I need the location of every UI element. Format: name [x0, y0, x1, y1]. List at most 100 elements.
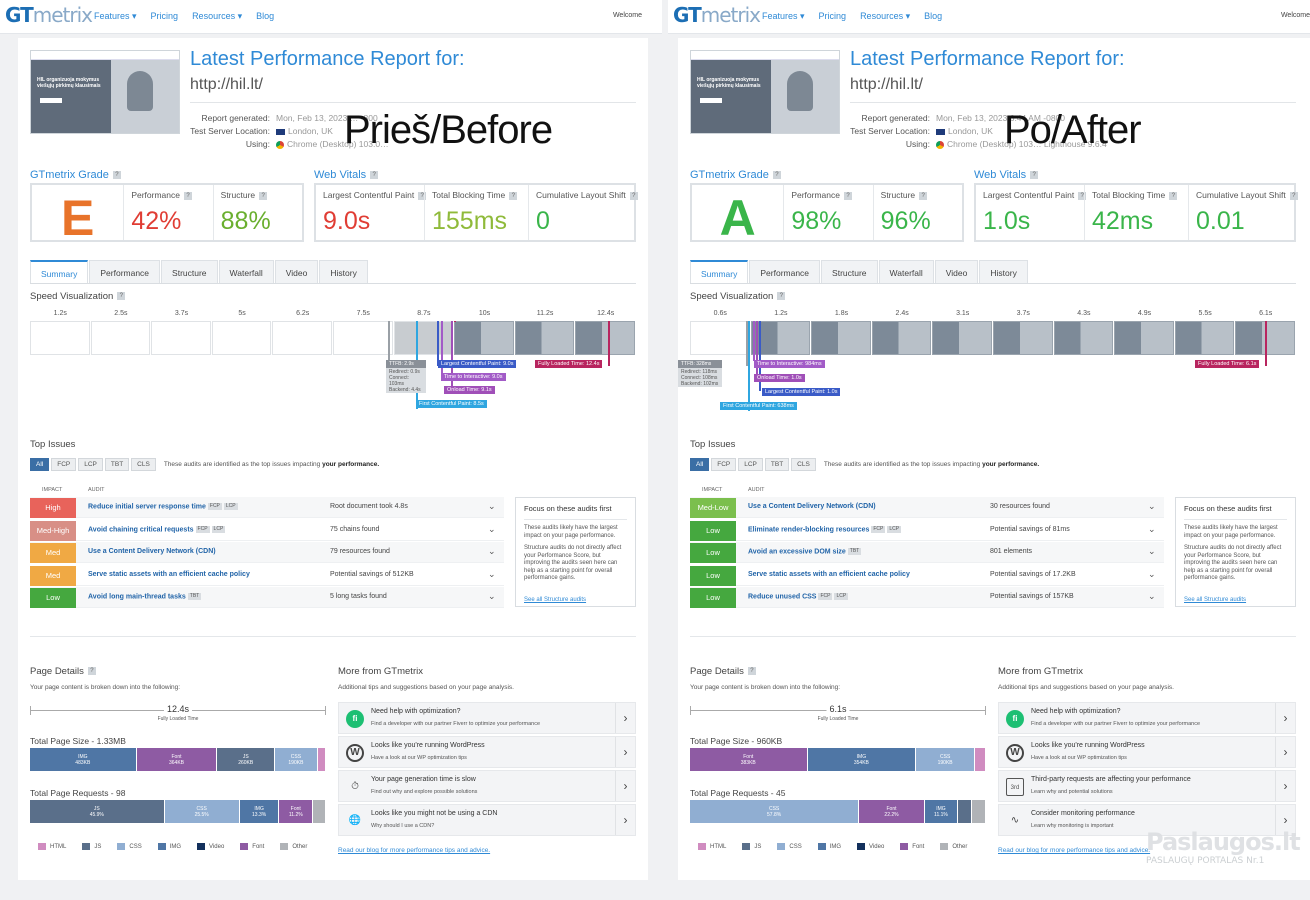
gtmetrix-logo[interactable]: GTmetrix: [5, 3, 93, 27]
tab-video[interactable]: Video: [934, 260, 979, 283]
filter-lcp[interactable]: LCP: [78, 458, 103, 471]
help-icon[interactable]: ?: [112, 171, 121, 180]
blog-link[interactable]: Read our blog for more performance tips …: [998, 847, 1151, 854]
help-icon[interactable]: ?: [629, 191, 638, 200]
help-icon[interactable]: ?: [183, 191, 192, 200]
tab-waterfall[interactable]: Waterfall: [218, 260, 274, 283]
help-icon[interactable]: ?: [777, 292, 786, 301]
nav-link[interactable]: Features ▾: [762, 11, 805, 21]
welcome-link[interactable]: Welcome: [612, 12, 642, 19]
help-icon[interactable]: ?: [370, 171, 379, 180]
nav-link[interactable]: Resources ▾: [860, 11, 911, 21]
see-structure-audits-link[interactable]: See all Structure audits: [1184, 596, 1247, 603]
tab-summary[interactable]: Summary: [30, 260, 89, 283]
audit-row[interactable]: High Reduce initial server response time F…: [30, 497, 504, 518]
tab-summary[interactable]: Summary: [690, 260, 749, 283]
audit-name[interactable]: Avoid chaining critical requests FCP LCP: [88, 525, 226, 533]
help-icon[interactable]: ?: [747, 667, 756, 676]
help-icon[interactable]: ?: [1030, 171, 1039, 180]
help-icon[interactable]: ?: [418, 191, 427, 200]
help-icon[interactable]: ?: [1078, 191, 1087, 200]
chevron-down-icon[interactable]: ⌄: [488, 568, 496, 579]
filter-lcp[interactable]: LCP: [738, 458, 763, 471]
nav-link[interactable]: Pricing: [150, 11, 179, 21]
report-url[interactable]: http://hil.lt/: [850, 76, 923, 93]
help-icon[interactable]: ?: [117, 292, 126, 301]
help-icon[interactable]: ?: [509, 191, 518, 200]
chevron-down-icon[interactable]: ⌄: [1148, 501, 1156, 511]
audit-row[interactable]: Low Avoid long main-thread tasks TBT 5 long…: [30, 587, 504, 608]
help-icon[interactable]: ?: [259, 191, 268, 200]
nav-link[interactable]: Features ▾: [94, 11, 137, 21]
chevron-down-icon[interactable]: ⌄: [488, 523, 496, 534]
audit-name[interactable]: Reduce initial server response time FCP LC…: [88, 503, 238, 510]
tab-structure[interactable]: Structure: [161, 260, 218, 283]
suggestion-card[interactable]: ⏱ Your page generation time is slow Find o…: [338, 770, 636, 802]
tab-waterfall[interactable]: Waterfall: [878, 260, 934, 283]
chevron-right-icon[interactable]: ›: [1275, 737, 1295, 767]
tab-history[interactable]: History: [319, 260, 368, 283]
audit-name[interactable]: Avoid an excessive DOM size TBT: [748, 548, 862, 555]
see-structure-audits-link[interactable]: See all Structure audits: [524, 596, 587, 603]
chevron-down-icon[interactable]: ⌄: [1148, 568, 1156, 579]
tab-performance[interactable]: Performance: [749, 260, 821, 283]
chevron-right-icon[interactable]: ›: [615, 771, 635, 801]
chevron-right-icon[interactable]: ›: [615, 703, 635, 733]
chevron-right-icon[interactable]: ›: [1275, 703, 1295, 733]
tab-history[interactable]: History: [979, 260, 1028, 283]
help-icon[interactable]: ?: [87, 667, 96, 676]
suggestion-card[interactable]: W Looks like you're running WordPress Have…: [338, 736, 636, 768]
help-icon[interactable]: ?: [843, 191, 852, 200]
chevron-right-icon[interactable]: ›: [1275, 771, 1295, 801]
tab-structure[interactable]: Structure: [821, 260, 878, 283]
audit-row[interactable]: Low Eliminate render-blocking resources FC…: [690, 520, 1164, 541]
filter-cls[interactable]: CLS: [131, 458, 156, 471]
filter-tbt[interactable]: TBT: [764, 458, 790, 471]
chevron-down-icon[interactable]: ⌄: [488, 591, 496, 601]
audit-name[interactable]: Serve static assets with an efficient ca…: [88, 571, 250, 578]
help-icon[interactable]: ?: [1289, 191, 1298, 200]
nav-link[interactable]: Pricing: [818, 11, 847, 21]
suggestion-card[interactable]: 3rd Third-party requests are affecting yo…: [998, 770, 1296, 802]
help-icon[interactable]: ?: [1169, 191, 1178, 200]
audit-row[interactable]: Med-High Avoid chaining critical requests…: [30, 520, 504, 541]
audit-name[interactable]: Eliminate render-blocking resources FCP LC…: [748, 525, 902, 533]
nav-link[interactable]: Blog: [256, 11, 275, 21]
audit-name[interactable]: Use a Content Delivery Network (CDN): [748, 503, 876, 510]
tab-performance[interactable]: Performance: [89, 260, 161, 283]
report-url[interactable]: http://hil.lt/: [190, 76, 263, 93]
suggestion-card[interactable]: fi Need help with optimization? Find a dev…: [338, 702, 636, 734]
chevron-down-icon[interactable]: ⌄: [488, 546, 496, 556]
chevron-down-icon[interactable]: ⌄: [488, 501, 496, 511]
audit-row[interactable]: Low Avoid an excessive DOM size TBT 801 ele…: [690, 542, 1164, 563]
filter-cls[interactable]: CLS: [791, 458, 816, 471]
audit-row[interactable]: Med Serve static assets with an efficient…: [30, 565, 504, 586]
tab-video[interactable]: Video: [274, 260, 319, 283]
audit-row[interactable]: Low Reduce unused CSS FCP LCP Potential savi…: [690, 587, 1164, 608]
help-icon[interactable]: ?: [919, 191, 928, 200]
audit-row[interactable]: Med-Low Use a Content Delivery Network (C…: [690, 497, 1164, 518]
chevron-right-icon[interactable]: ›: [1275, 805, 1295, 835]
chevron-right-icon[interactable]: ›: [615, 737, 635, 767]
nav-link[interactable]: Resources ▾: [192, 11, 243, 21]
chevron-down-icon[interactable]: ⌄: [1148, 523, 1156, 534]
audit-name[interactable]: Serve static assets with an efficient ca…: [748, 571, 910, 578]
audit-name[interactable]: Avoid long main-thread tasks TBT: [88, 593, 202, 600]
blog-link[interactable]: Read our blog for more performance tips …: [338, 847, 491, 854]
chevron-right-icon[interactable]: ›: [615, 805, 635, 835]
welcome-link[interactable]: Welcome: [1280, 12, 1310, 19]
chevron-down-icon[interactable]: ⌄: [1148, 546, 1156, 556]
suggestion-card[interactable]: 🌐 Looks like you might not be using a CDN…: [338, 804, 636, 836]
chevron-down-icon[interactable]: ⌄: [1148, 591, 1156, 601]
filter-tbt[interactable]: TBT: [104, 458, 130, 471]
nav-link[interactable]: Blog: [924, 11, 943, 21]
audit-name[interactable]: Reduce unused CSS FCP LCP: [748, 593, 849, 600]
suggestion-card[interactable]: W Looks like you're running WordPress Have…: [998, 736, 1296, 768]
filter-all[interactable]: All: [690, 458, 710, 471]
audit-row[interactable]: Low Serve static assets with an efficient…: [690, 565, 1164, 586]
filter-fcp[interactable]: FCP: [711, 458, 737, 471]
audit-name[interactable]: Use a Content Delivery Network (CDN): [88, 548, 216, 555]
filter-fcp[interactable]: FCP: [51, 458, 77, 471]
suggestion-card[interactable]: fi Need help with optimization? Find a dev…: [998, 702, 1296, 734]
gtmetrix-logo[interactable]: GTmetrix: [673, 3, 761, 27]
